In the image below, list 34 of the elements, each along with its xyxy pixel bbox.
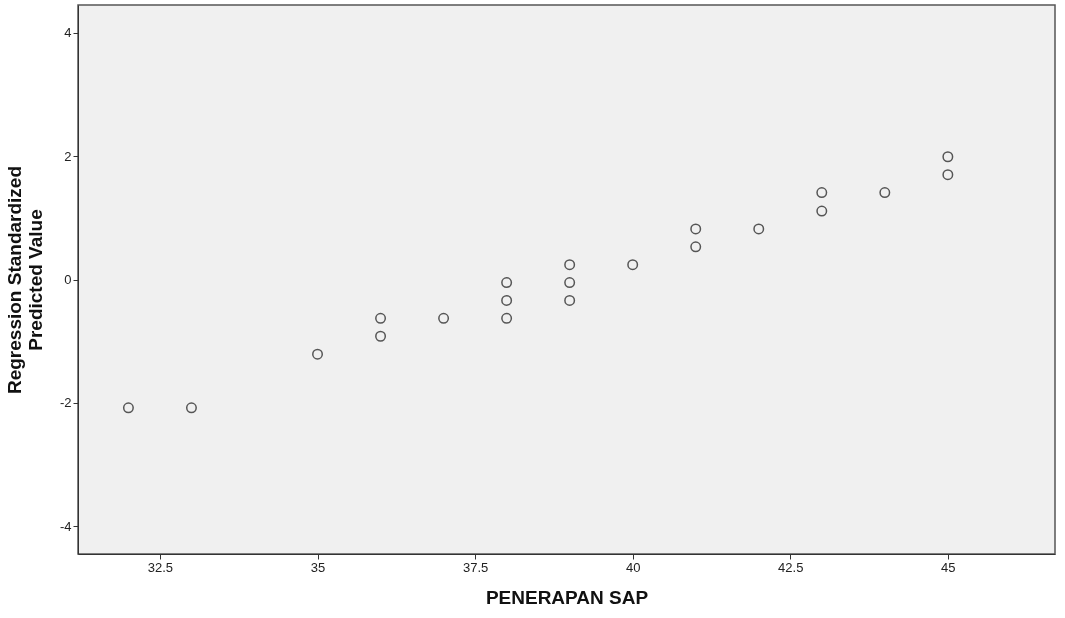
x-axis-title: PENERAPAN SAP bbox=[485, 586, 649, 608]
point bbox=[438, 312, 450, 324]
x-tick-label: 40 bbox=[625, 559, 641, 575]
point bbox=[122, 402, 134, 414]
point bbox=[753, 223, 765, 235]
point bbox=[816, 187, 828, 199]
x-tick-label: 45 bbox=[941, 559, 956, 575]
point bbox=[564, 294, 576, 306]
point bbox=[375, 312, 387, 324]
x-tick-label: 35 bbox=[310, 559, 326, 575]
x-tick-label: 42.5 bbox=[778, 559, 804, 575]
y-tick-label: 4 bbox=[64, 25, 72, 41]
point bbox=[501, 277, 513, 289]
y-tick-label: -4 bbox=[59, 518, 72, 534]
point bbox=[816, 205, 828, 217]
point bbox=[501, 294, 513, 306]
point bbox=[627, 259, 639, 271]
x-tick-label: 32.5 bbox=[147, 559, 174, 575]
point bbox=[690, 223, 702, 235]
point bbox=[375, 330, 387, 342]
point bbox=[690, 241, 702, 253]
point bbox=[879, 187, 891, 199]
y-tick-label: -2 bbox=[59, 395, 72, 411]
y-axis-title: Regression Standardized Predicted Value bbox=[3, 165, 46, 395]
point bbox=[564, 259, 576, 271]
point bbox=[942, 169, 954, 181]
point bbox=[312, 348, 324, 360]
point bbox=[185, 402, 197, 414]
point bbox=[942, 151, 954, 163]
y-tick-label: 2 bbox=[64, 148, 72, 164]
point bbox=[564, 277, 576, 289]
y-tick-label: 0 bbox=[64, 272, 72, 287]
point bbox=[501, 312, 513, 324]
x-tick-label: 37.5 bbox=[462, 559, 489, 575]
